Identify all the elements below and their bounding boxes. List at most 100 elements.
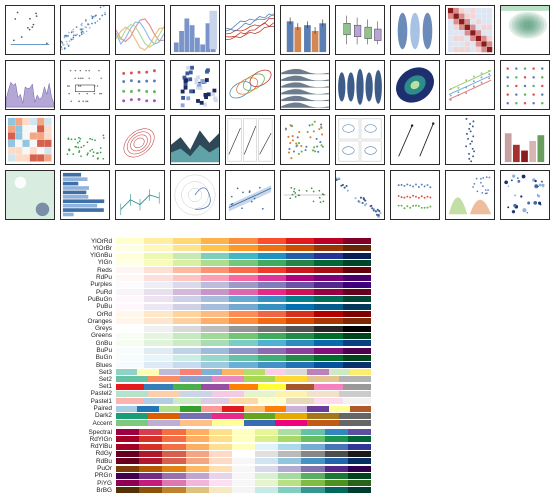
thumbnail-hist[interactable] [170, 5, 220, 55]
thumbnail-line-bands[interactable] [115, 5, 165, 55]
thumbnail-kde-contour[interactable] [115, 115, 165, 165]
palette-swatch [116, 398, 145, 405]
palette-swatch [211, 412, 244, 419]
thumbnail-kde-image[interactable] [5, 170, 55, 220]
palette-swatch [257, 296, 287, 303]
thumbnail-heatmap-diag[interactable] [445, 5, 495, 55]
thumbnail-facet-small[interactable] [335, 115, 385, 165]
palette-swatch [347, 450, 372, 457]
palette-swatch [278, 443, 302, 450]
palette-swatch [158, 405, 181, 412]
thumbnail-bars-error[interactable] [280, 5, 330, 55]
thumbnail-plot [343, 15, 382, 45]
thumbnail-reg-ci[interactable] [225, 170, 275, 220]
thumbnail-regression-multi[interactable] [445, 60, 495, 110]
palette-swatch [342, 303, 372, 310]
palette-swatch [314, 325, 343, 332]
palette-swatch [229, 311, 258, 317]
palette-swatch [116, 238, 145, 244]
palette-swatch [314, 289, 343, 296]
thumbnail-errorbar-line[interactable] [115, 170, 165, 220]
thumbnail-plot [284, 120, 325, 160]
palette-swatch [229, 340, 258, 347]
palette-label: GnBu [95, 339, 112, 347]
thumbnail-bars-color[interactable] [500, 115, 550, 165]
thumbnail-boxplot[interactable] [335, 5, 385, 55]
palette-swatch [201, 383, 230, 390]
thumbnail-lines-red[interactable] [225, 5, 275, 55]
palette-swatch [201, 405, 223, 412]
thumbnail-heatmap-rb[interactable] [5, 115, 55, 165]
palette-swatch [314, 347, 343, 354]
thumbnail-dots-colored[interactable] [115, 60, 165, 110]
palette-swatch [347, 472, 372, 479]
palette-swatch [144, 311, 173, 317]
palette-swatch [314, 303, 343, 310]
palette-swatch [255, 443, 279, 450]
palette-swatch [342, 289, 372, 296]
thumbnail-polar[interactable] [170, 170, 220, 220]
palette-swatch [278, 436, 302, 443]
thumbnail-kde-green[interactable] [500, 5, 550, 55]
thumbnail-contour-multi[interactable] [225, 60, 275, 110]
thumbnail-plot [10, 11, 50, 45]
thumbnail-stacked-area[interactable] [170, 115, 220, 165]
palette-swatch [286, 238, 315, 244]
thumbnail-scatter-lines[interactable] [5, 5, 55, 55]
thumbnail-hbars[interactable] [60, 170, 110, 220]
palette-swatch [208, 429, 233, 435]
palette-swatch [172, 267, 202, 274]
thumbnail-scatter-size[interactable] [500, 170, 550, 220]
palette-swatch [185, 443, 209, 450]
palette-label: RdGy [95, 450, 112, 458]
palette-swatch [211, 420, 244, 427]
thumbnail-ridge[interactable] [280, 60, 330, 110]
thumbnail-plot [448, 69, 492, 101]
palette-swatch [324, 480, 349, 487]
palette-swatch [301, 465, 325, 472]
palette-swatch [314, 259, 343, 266]
palette-label: Pastel1 [90, 397, 112, 405]
thumbnail-area-purple[interactable] [5, 60, 55, 110]
thumbnail-scatter-hue[interactable] [335, 170, 385, 220]
thumbnail-pairgrid[interactable] [445, 170, 495, 220]
palette-swatch [278, 458, 302, 465]
palette-swatch [342, 252, 372, 259]
thumbnail-scatter-green[interactable] [60, 115, 110, 165]
thumbnail-dot-grid[interactable] [500, 60, 550, 110]
palette-swatch [201, 259, 230, 266]
thumbnail-scatter-multi[interactable] [280, 115, 330, 165]
palette-swatch [286, 398, 315, 405]
palette-swatch [314, 252, 343, 259]
thumbnail-arrows[interactable] [390, 115, 440, 165]
palette-swatch [229, 347, 258, 354]
palette-swatch [324, 436, 349, 443]
thumbnail-violin[interactable] [390, 5, 440, 55]
palette-swatch [172, 354, 202, 361]
palette-swatch [144, 289, 173, 296]
palette-label: Blues [96, 361, 112, 369]
palette-swatch [286, 340, 315, 347]
thumbnail-scatter-density[interactable] [390, 60, 440, 110]
thumbnail-resid[interactable] [280, 170, 330, 220]
palette-swatch [347, 443, 372, 450]
palette-swatch [201, 281, 230, 288]
thumbnail-strip-box[interactable] [60, 60, 110, 110]
palette-swatch [257, 318, 287, 325]
palette-swatch [314, 332, 343, 339]
thumbnail-swarm[interactable] [390, 170, 440, 220]
thumbnail-facet-lines[interactable] [225, 115, 275, 165]
palette-swatch [137, 405, 159, 412]
palette-swatch [286, 318, 315, 325]
thumbnail-violin-blue[interactable] [335, 60, 385, 110]
thumbnail-hexbin[interactable] [170, 60, 220, 110]
thumbnail-plot [120, 189, 160, 216]
palette-swatch [185, 429, 209, 435]
thumbnail-plot [226, 13, 274, 40]
thumbnail-scatter-blue[interactable] [60, 5, 110, 55]
palette-swatch [211, 390, 244, 397]
palette-swatch [349, 369, 372, 375]
thumbnail-dot-column[interactable] [445, 115, 495, 165]
palette-swatch [147, 420, 181, 427]
palette-swatch [172, 289, 202, 296]
